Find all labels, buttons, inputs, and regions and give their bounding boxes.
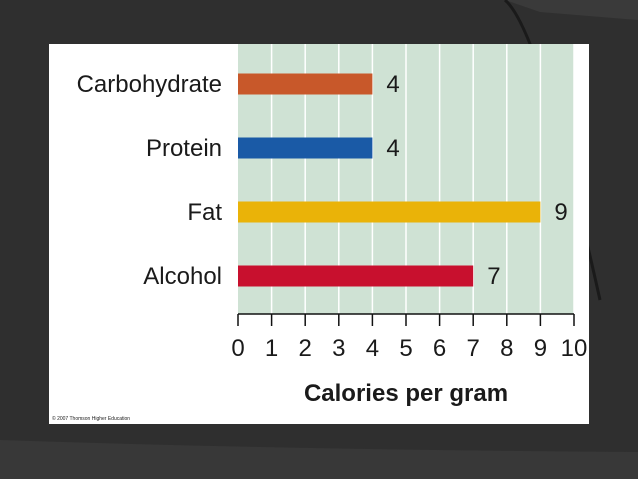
tick-label: 1 — [265, 335, 278, 362]
category-labels: Carbohydrate Protein Fat Alcohol — [77, 71, 223, 290]
category-label: Protein — [146, 135, 222, 162]
tick-label: 5 — [399, 335, 412, 362]
bars — [238, 73, 541, 287]
value-label: 9 — [554, 199, 567, 226]
tick-label: 6 — [433, 335, 446, 362]
tick-label: 8 — [500, 335, 513, 362]
category-label: Alcohol — [143, 263, 222, 290]
value-label: 4 — [386, 71, 399, 98]
copyright-text: © 2007 Thomson Higher Education — [52, 416, 131, 422]
bar-carbohydrate — [238, 73, 373, 95]
tick-label: 2 — [299, 335, 312, 362]
category-label: Carbohydrate — [77, 71, 222, 98]
value-label: 4 — [386, 135, 399, 162]
value-label: 7 — [487, 263, 500, 290]
bar-fat — [238, 201, 541, 223]
bar-protein — [238, 137, 373, 159]
category-label: Fat — [187, 199, 222, 226]
tick-label: 9 — [534, 335, 547, 362]
x-axis-title: Calories per gram — [304, 380, 508, 407]
tick-label: 0 — [231, 335, 244, 362]
tick-label: 7 — [467, 335, 480, 362]
value-labels: 4 4 9 7 — [386, 71, 567, 290]
tick-label: 10 — [561, 335, 588, 362]
bar-alcohol — [238, 265, 474, 287]
tick-label: 4 — [366, 335, 379, 362]
x-axis-ticks: 0 1 2 3 4 5 6 7 8 9 10 — [231, 314, 587, 362]
tick-label: 3 — [332, 335, 345, 362]
